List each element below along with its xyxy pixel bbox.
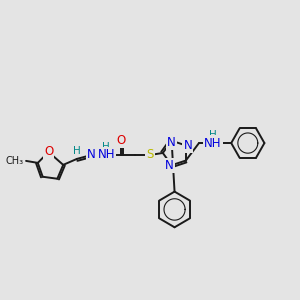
Text: S: S	[146, 148, 154, 161]
Text: H: H	[73, 146, 81, 156]
Text: O: O	[44, 146, 53, 158]
Text: N: N	[87, 148, 96, 161]
Text: H: H	[102, 142, 110, 152]
Text: N: N	[167, 136, 176, 149]
Text: N: N	[183, 139, 192, 152]
Text: NH: NH	[204, 136, 221, 150]
Text: O: O	[116, 134, 125, 147]
Text: N: N	[165, 159, 174, 172]
Text: H: H	[209, 130, 217, 140]
Text: NH: NH	[98, 148, 115, 161]
Text: CH₃: CH₃	[5, 156, 23, 166]
